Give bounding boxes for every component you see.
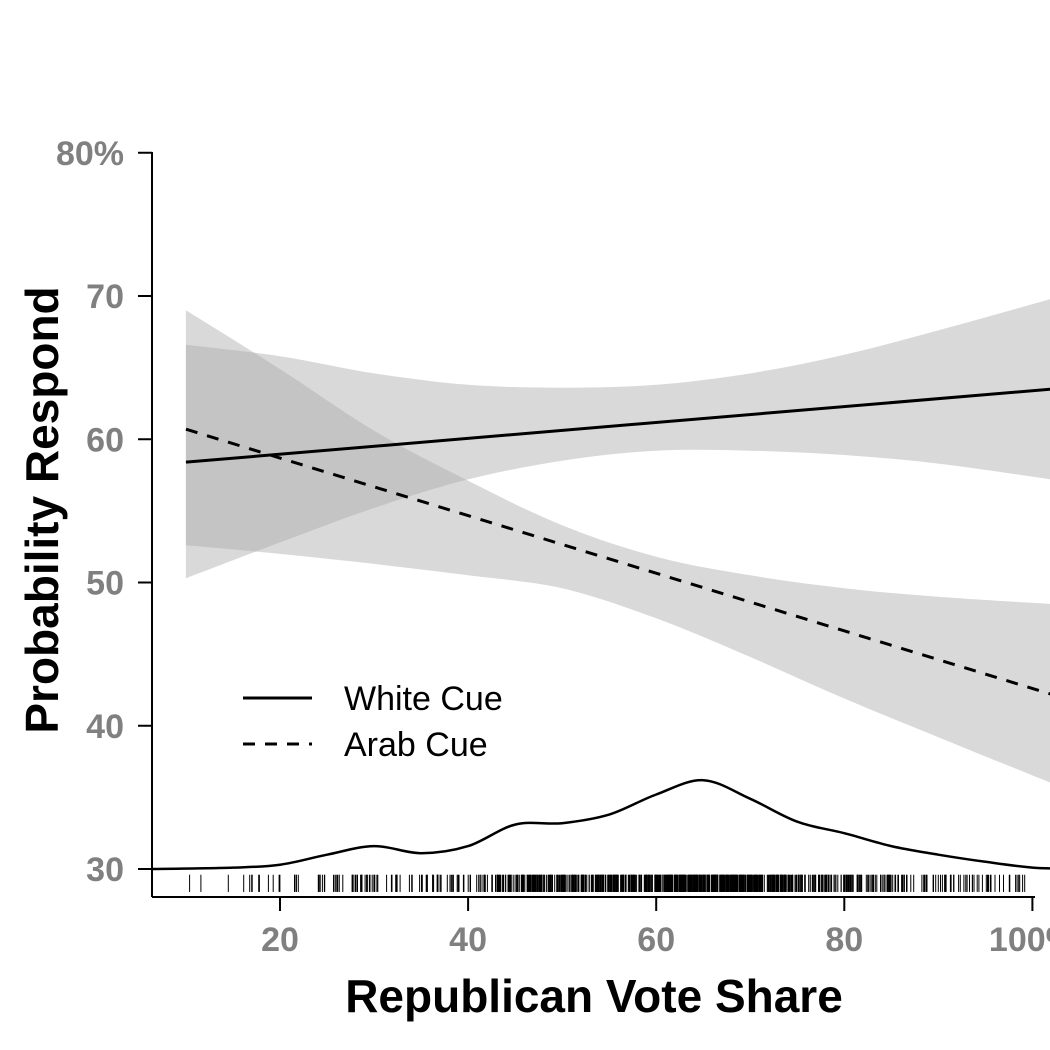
density-curve-group	[152, 778, 1050, 871]
ci-band-arab-cue	[185, 310, 1050, 783]
series-lines	[185, 387, 1050, 696]
x-tick-label: 40	[449, 921, 487, 959]
legend-label: White Cue	[344, 680, 503, 718]
legend: White Cue Arab Cue	[243, 680, 503, 764]
x-axis-title: Republican Vote Share	[345, 970, 843, 1022]
legend-label: Arab Cue	[344, 726, 488, 764]
axes: 30 40 50 60 70 80% 20 40 60 80 100%	[56, 135, 1050, 959]
ci-band-white-cue	[185, 299, 1050, 579]
y-tick-label: 60	[86, 421, 124, 459]
series-line-white-cue	[185, 387, 1050, 464]
x-tick-label: 20	[261, 921, 299, 959]
x-tick-label: 80	[825, 921, 863, 959]
density-curve	[152, 778, 1050, 871]
series-line-arab-cue	[185, 427, 1050, 696]
ci-bands	[185, 299, 1050, 783]
x-tick-label: 100%	[989, 921, 1050, 959]
y-tick-label: 50	[86, 565, 124, 603]
y-tick-label: 80%	[56, 135, 124, 173]
y-tick-label: 40	[86, 708, 124, 746]
y-axis-title: Probability Respond	[16, 286, 68, 733]
y-tick-label: 30	[86, 851, 124, 889]
x-tick-label: 60	[637, 921, 675, 959]
y-tick-label: 70	[86, 278, 124, 316]
rug-plot	[189, 874, 1026, 892]
